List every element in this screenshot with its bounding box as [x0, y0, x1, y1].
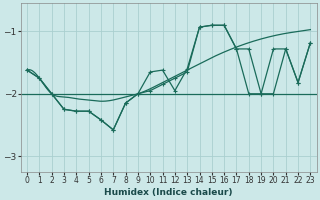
X-axis label: Humidex (Indice chaleur): Humidex (Indice chaleur)	[104, 188, 233, 197]
